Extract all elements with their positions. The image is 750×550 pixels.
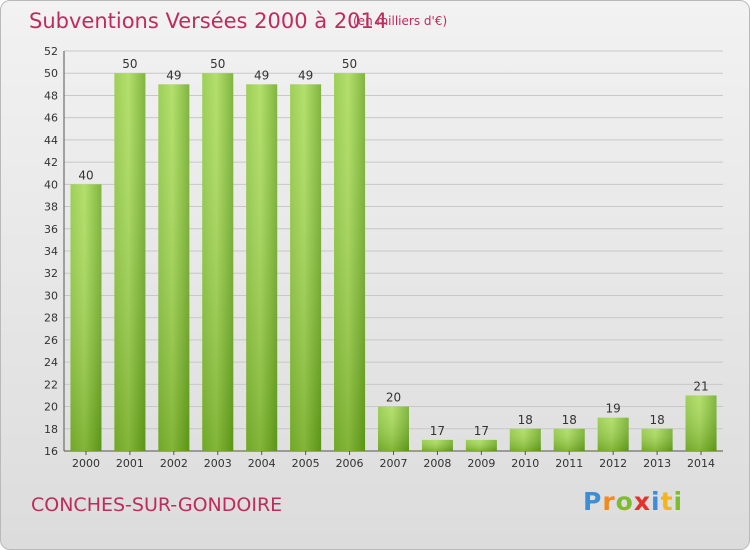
x-tick-label: 2008 <box>423 457 451 470</box>
y-tick-label: 30 <box>44 289 58 302</box>
y-tick-label: 52 <box>44 45 58 58</box>
y-tick-label: 28 <box>44 312 58 325</box>
bar-value-label: 19 <box>606 402 621 416</box>
bar-value-label: 49 <box>254 68 269 82</box>
y-tick-label: 36 <box>44 223 58 236</box>
bar-shade <box>158 84 190 451</box>
chart-subtitle: (en milliers d'€) <box>353 14 448 28</box>
bar-shade <box>202 73 234 451</box>
y-tick-label: 24 <box>44 356 58 369</box>
bar-value-label: 49 <box>166 68 181 82</box>
bar-shade <box>597 417 629 451</box>
bar-shade <box>246 84 278 451</box>
y-tick-label: 20 <box>44 401 58 414</box>
bar-value-label: 18 <box>518 413 533 427</box>
y-tick-label: 38 <box>44 201 58 214</box>
bar-value-label: 49 <box>298 68 313 82</box>
y-tick-label: 42 <box>44 156 58 169</box>
bar-shade <box>334 73 366 451</box>
chart-title: Subventions Versées 2000 à 2014 <box>29 9 388 33</box>
bar-shade <box>641 428 673 451</box>
bar-shade <box>114 73 146 451</box>
bar-shade <box>70 184 102 452</box>
y-tick-label: 40 <box>44 178 58 191</box>
bar-value-label: 50 <box>122 57 137 71</box>
x-tick-label: 2010 <box>511 457 539 470</box>
y-tick-label: 26 <box>44 334 58 347</box>
x-tick-label: 2000 <box>72 457 100 470</box>
x-tick-label: 2013 <box>643 457 671 470</box>
x-tick-label: 2004 <box>248 457 276 470</box>
y-tick-label: 48 <box>44 89 58 102</box>
bar-value-label: 50 <box>342 57 357 71</box>
proxiti-logo: Proxiti <box>583 487 684 516</box>
bar-shade <box>290 84 322 451</box>
data-labels: 40 50 49 50 49 49 50 20 17 17 18 18 19 18 21 <box>78 57 708 438</box>
bar-value-label: 18 <box>562 413 577 427</box>
y-tick-label: 46 <box>44 112 58 125</box>
bars <box>70 73 717 452</box>
y-tick-label: 34 <box>44 245 58 258</box>
bar-shade <box>553 428 585 451</box>
bar-value-label: 40 <box>78 168 93 182</box>
y-tick-label: 16 <box>44 445 58 458</box>
x-tick-label: 2003 <box>204 457 232 470</box>
commune-name: CONCHES-SUR-GONDOIRE <box>31 494 283 516</box>
bar-value-label: 18 <box>649 413 664 427</box>
x-tick-label: 2012 <box>599 457 627 470</box>
bar-shade <box>465 439 497 451</box>
y-tick-label: 22 <box>44 378 58 391</box>
x-tick-label: 2009 <box>467 457 495 470</box>
bar-shade <box>421 439 453 451</box>
bar-value-label: 17 <box>430 424 445 438</box>
y-tick-label: 18 <box>44 423 58 436</box>
x-tick-label: 2014 <box>687 457 715 470</box>
x-tick-label: 2007 <box>380 457 408 470</box>
x-tick-label: 2002 <box>160 457 188 470</box>
bar-shade <box>685 395 717 451</box>
bar-shade <box>378 406 409 451</box>
bar-value-label: 17 <box>474 424 489 438</box>
y-tick-label: 50 <box>44 67 58 80</box>
y-tick-label: 32 <box>44 267 58 280</box>
bar-value-label: 50 <box>210 57 225 71</box>
bar-shade <box>509 428 541 451</box>
x-tick-label: 2011 <box>555 457 583 470</box>
x-tick-label: 2001 <box>116 457 144 470</box>
bar-value-label: 21 <box>693 379 708 393</box>
y-tick-label: 44 <box>44 134 58 147</box>
x-tick-label: 2005 <box>292 457 320 470</box>
x-tick-label: 2006 <box>336 457 364 470</box>
bar-value-label: 20 <box>386 391 401 405</box>
axes: 16 18 20 22 24 26 28 30 32 34 36 38 40 42 44 46 48 50 52 20… <box>44 45 723 470</box>
